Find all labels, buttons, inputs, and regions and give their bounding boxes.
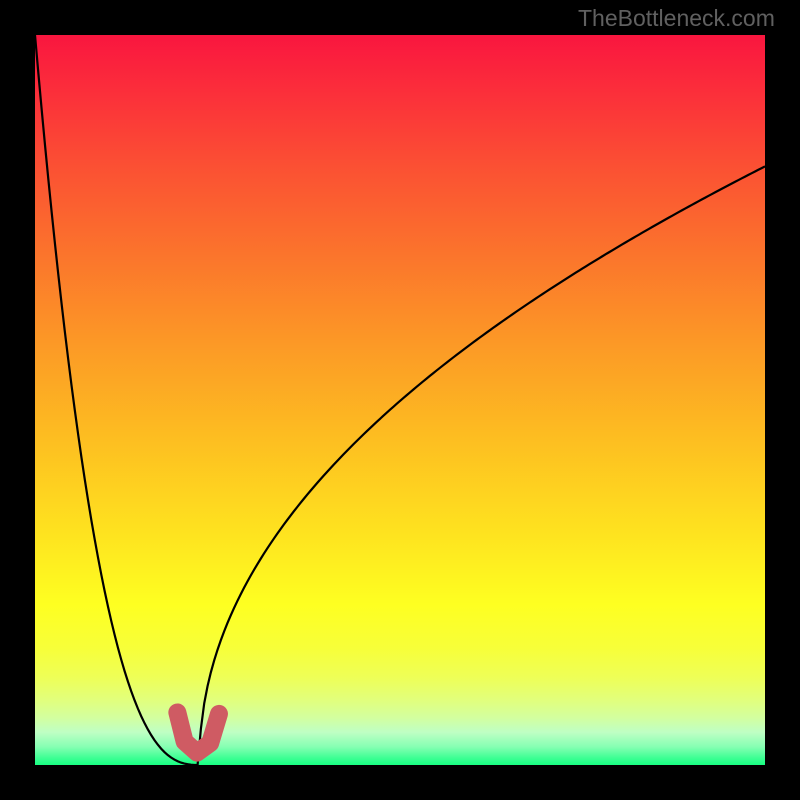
watermark-text: TheBottleneck.com <box>578 5 775 32</box>
bottleneck-chart <box>35 35 765 765</box>
